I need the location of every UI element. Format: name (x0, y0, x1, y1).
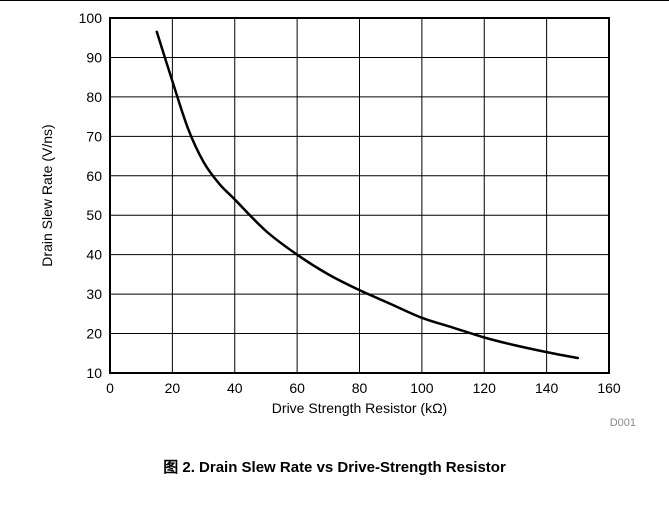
x-tick-label: 60 (289, 380, 305, 396)
x-tick-label: 140 (535, 380, 559, 396)
x-axis-title: Drive Strength Resistor (kΩ) (272, 400, 447, 416)
top-rule (0, 0, 669, 1)
x-tick-label: 100 (410, 380, 434, 396)
y-tick-label: 50 (86, 207, 102, 223)
y-tick-label: 20 (86, 326, 102, 342)
series-line (155, 30, 580, 360)
series-lines (155, 30, 580, 360)
y-tick-label: 90 (86, 49, 102, 65)
y-tick-labels: 10 20 30 40 50 60 70 80 90 100 (79, 10, 103, 381)
x-tick-label: 40 (227, 380, 243, 396)
x-tick-labels: 0 20 40 60 80 100 120 140 160 (106, 380, 621, 396)
y-tick-label: 100 (79, 10, 103, 26)
x-tick-label: 20 (165, 380, 181, 396)
x-tick-label: 0 (106, 380, 114, 396)
x-tick-label: 160 (597, 380, 621, 396)
y-tick-label: 60 (86, 168, 102, 184)
figure-caption: 图 2. Drain Slew Rate vs Drive-Strength R… (163, 459, 506, 476)
y-tick-label: 40 (86, 247, 102, 263)
y-axis-title: Drain Slew Rate (V/ns) (39, 124, 55, 266)
grid (109, 17, 610, 374)
y-tick-label: 70 (86, 128, 102, 144)
x-tick-label: 120 (473, 380, 497, 396)
y-tick-label: 10 (86, 365, 102, 381)
y-tick-label: 30 (86, 286, 102, 302)
figure-id: D001 (610, 417, 636, 429)
y-tick-label: 80 (86, 89, 102, 105)
plot-frame (109, 17, 610, 374)
x-tick-label: 80 (352, 380, 368, 396)
